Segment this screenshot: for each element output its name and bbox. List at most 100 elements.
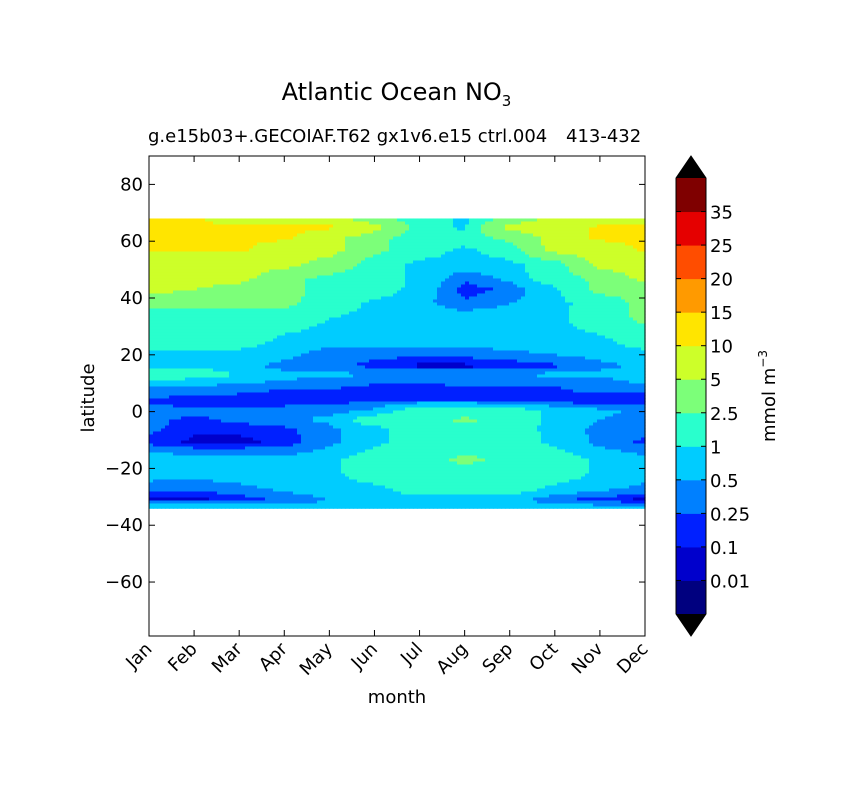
heatmap-cell: [577, 272, 582, 277]
heatmap-cell: [553, 248, 558, 253]
heatmap-cell: [633, 278, 638, 283]
heatmap-cell: [217, 326, 222, 331]
heatmap-cell: [329, 272, 334, 277]
heatmap-cell: [561, 299, 566, 304]
heatmap-cell: [313, 326, 318, 331]
heatmap-cell: [293, 248, 298, 253]
heatmap-cell: [317, 296, 322, 301]
heatmap-cell: [501, 296, 506, 301]
heatmap-cell: [237, 260, 242, 265]
heatmap-cell: [289, 308, 294, 313]
heatmap-cell: [149, 287, 154, 292]
heatmap-cell: [373, 329, 378, 334]
heatmap-cell: [617, 317, 622, 322]
heatmap-cell: [473, 278, 478, 283]
heatmap-cell: [421, 269, 426, 274]
heatmap-cell: [593, 257, 598, 262]
heatmap-cell: [201, 233, 206, 238]
heatmap-cell: [341, 248, 346, 253]
heatmap-cell: [225, 257, 230, 262]
heatmap-cell: [181, 269, 186, 274]
heatmap-cell: [593, 221, 598, 226]
heatmap-cell: [153, 239, 158, 244]
heatmap-cell: [401, 266, 406, 271]
heatmap-cell: [493, 221, 498, 226]
heatmap-cell: [281, 287, 286, 292]
heatmap-cell: [585, 254, 590, 259]
heatmap-cell: [249, 275, 254, 280]
heatmap-cell: [433, 302, 438, 307]
heatmap-cell: [417, 320, 422, 325]
heatmap-cell: [617, 329, 622, 334]
heatmap-cell: [477, 335, 482, 340]
heatmap-cell: [477, 326, 482, 331]
heatmap-cell: [233, 224, 238, 229]
heatmap-cell: [153, 242, 158, 247]
heatmap-cell: [629, 230, 634, 235]
heatmap-cell: [249, 326, 254, 331]
heatmap-cell: [553, 323, 558, 328]
heatmap-cell: [585, 221, 590, 226]
heatmap-cell: [221, 272, 226, 277]
heatmap-cell: [369, 251, 374, 256]
heatmap-cell: [197, 257, 202, 262]
heatmap-cell: [393, 323, 398, 328]
heatmap-cell: [441, 227, 446, 232]
heatmap-cell: [221, 248, 226, 253]
heatmap-cell: [165, 287, 170, 292]
heatmap-cell: [545, 269, 550, 274]
heatmap-cell: [581, 326, 586, 331]
heatmap-cell: [169, 266, 174, 271]
heatmap-cell: [529, 299, 534, 304]
heatmap-cell: [269, 305, 274, 310]
heatmap-cell: [301, 230, 306, 235]
heatmap-cell: [313, 275, 318, 280]
heatmap-cell: [317, 311, 322, 316]
heatmap-cell: [557, 236, 562, 241]
heatmap-cell: [617, 242, 622, 247]
heatmap-cell: [369, 311, 374, 316]
heatmap-cell: [345, 317, 350, 322]
chart-title: Atlantic Ocean NO3: [281, 78, 512, 110]
heatmap-cell: [589, 296, 594, 301]
heatmap-cell: [409, 311, 414, 316]
heatmap-cell: [281, 242, 286, 247]
heatmap-cell: [153, 311, 158, 316]
heatmap-cell: [497, 236, 502, 241]
heatmap-cell: [505, 299, 510, 304]
heatmap-cell: [305, 281, 310, 286]
heatmap-cell: [169, 338, 174, 343]
heatmap-cell: [417, 242, 422, 247]
heatmap-cell: [497, 257, 502, 262]
heatmap-cell: [197, 302, 202, 307]
heatmap-cell: [605, 245, 610, 250]
heatmap-cell: [609, 266, 614, 271]
heatmap-cell: [301, 293, 306, 298]
heatmap-cell: [541, 302, 546, 307]
heatmap-cell: [297, 296, 302, 301]
heatmap-cell: [157, 308, 162, 313]
heatmap-cell: [569, 326, 574, 331]
heatmap-cell: [341, 323, 346, 328]
heatmap-cell: [293, 245, 298, 250]
heatmap-cell: [181, 335, 186, 340]
heatmap-cell: [561, 248, 566, 253]
heatmap-cell: [553, 236, 558, 241]
heatmap-cell: [573, 278, 578, 283]
heatmap-cell: [573, 233, 578, 238]
heatmap-cell: [417, 272, 422, 277]
heatmap-cell: [345, 272, 350, 277]
heatmap-cell: [401, 314, 406, 319]
heatmap-cell: [229, 311, 234, 316]
heatmap-cell: [617, 332, 622, 337]
heatmap-cell: [361, 284, 366, 289]
heatmap-cell: [361, 257, 366, 262]
heatmap-cell: [393, 335, 398, 340]
heatmap-cell: [529, 245, 534, 250]
heatmap-cell: [165, 239, 170, 244]
heatmap-cell: [441, 233, 446, 238]
heatmap-cell: [425, 326, 430, 331]
heatmap-cell: [481, 320, 486, 325]
heatmap-cell: [221, 278, 226, 283]
heatmap-cell: [569, 224, 574, 229]
